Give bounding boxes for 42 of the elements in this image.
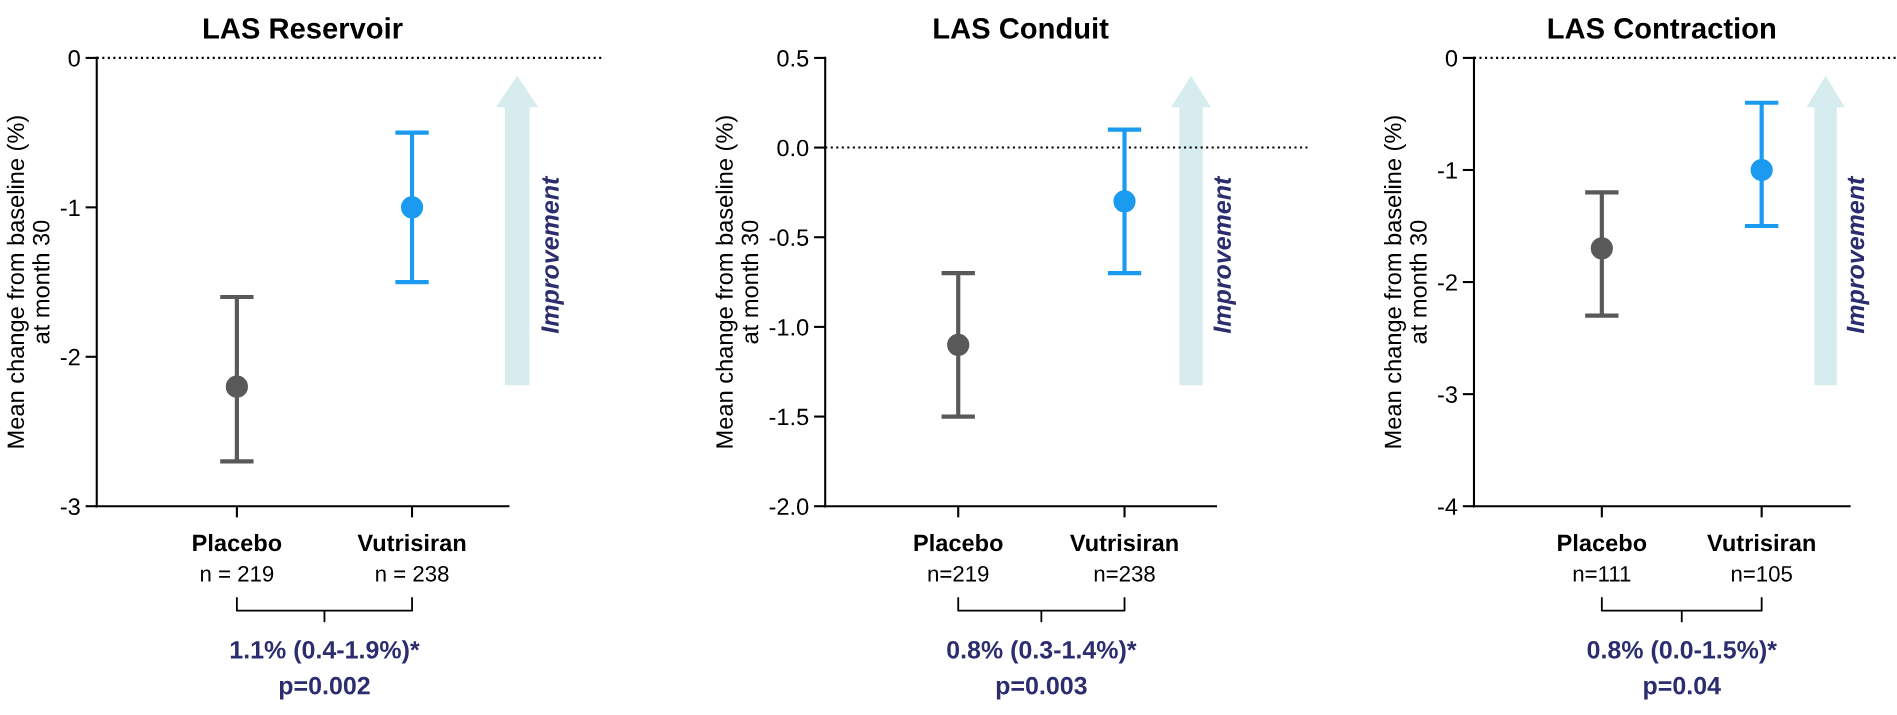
chart-title: LAS Conduit: [934, 17, 1109, 39]
text: p=0.04: [1644, 676, 1721, 700]
y-tick-label: -2: [1438, 274, 1457, 291]
y-tick-label: -1: [60, 199, 80, 216]
y-tick-label: -2.0: [769, 498, 809, 516]
x-tick-label: Placebo: [193, 534, 282, 552]
y-axis-title: Mean change from baseline (%) at month 30: [6, 116, 50, 448]
y-tick-label: -1.5: [769, 408, 809, 426]
text: n=219: [928, 565, 989, 582]
annotation: Improvement: [1846, 175, 1870, 334]
y-tick-label: 0.0: [777, 139, 809, 157]
x-tick-label: Vutrisiran: [1070, 534, 1178, 552]
text: 1.1% (0.4-1.9%)*: [230, 640, 420, 664]
y-tick-label: -1: [1438, 162, 1457, 179]
y-axis-title: Mean change from baseline (%) at month 30: [715, 116, 759, 448]
text: p=0.003: [996, 676, 1087, 700]
y-tick-label: -0.5: [769, 229, 809, 247]
text: p=0.002: [279, 676, 370, 700]
text: n = 238: [376, 565, 449, 582]
text: 0.8% (0.0-1.5%)*: [1587, 640, 1777, 664]
y-tick-label: 0: [1445, 49, 1458, 67]
text: n=238: [1094, 565, 1155, 582]
annotation: Improvement: [541, 175, 564, 334]
text: 0.8% (0.3-1.4%)*: [947, 640, 1137, 664]
x-tick-label: Vutrisiran: [357, 534, 466, 552]
text: n = 219: [200, 565, 274, 582]
y-tick-label: -1.0: [769, 318, 809, 336]
x-tick-label: Placebo: [914, 534, 1003, 552]
y-tick-label: -2: [60, 348, 80, 366]
y-tick-label: 0: [68, 49, 80, 67]
x-tick-label: Placebo: [1558, 534, 1647, 552]
y-axis-title: Mean change from baseline (%) at month 30: [1384, 116, 1427, 448]
text: n=105: [1731, 565, 1792, 582]
text: n=111: [1573, 566, 1631, 582]
y-tick-label: -3: [1438, 386, 1457, 403]
y-tick-label: -4: [1438, 498, 1458, 515]
annotation: Improvement: [1213, 175, 1236, 334]
y-tick-label: -3: [60, 498, 80, 516]
chart-title: LAS Reservoir: [204, 17, 403, 39]
chart-title: LAS Contraction: [1548, 17, 1776, 39]
y-tick-label: 0.5: [777, 49, 809, 67]
x-tick-label: Vutrisiran: [1707, 534, 1815, 552]
